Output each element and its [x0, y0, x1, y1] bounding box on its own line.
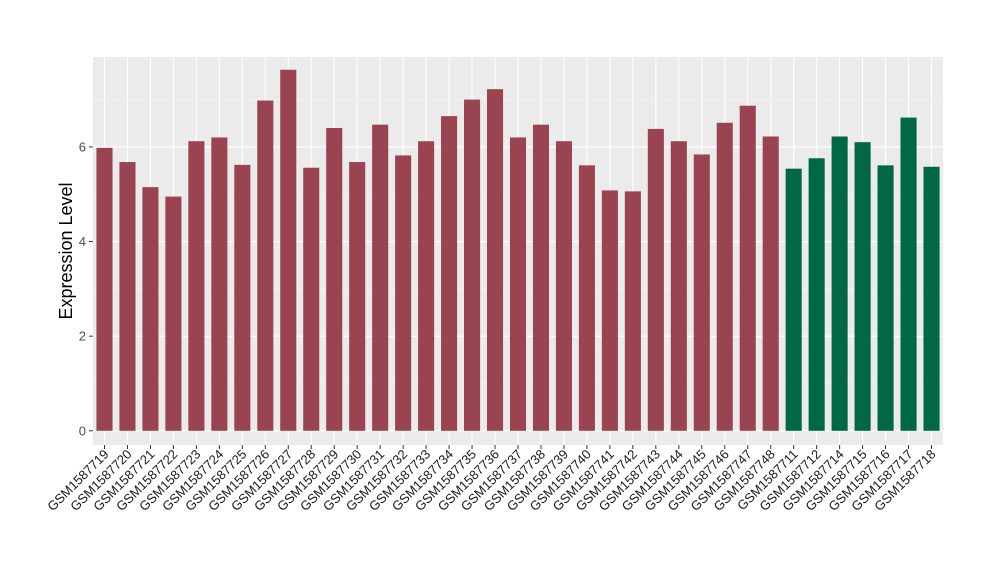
bar-GSM1587732 [395, 155, 412, 431]
x-axis: GSM1587719GSM1587720GSM1587721GSM1587722… [44, 445, 939, 514]
bar-GSM1587741 [601, 190, 618, 431]
bar-GSM1587742 [624, 191, 641, 431]
bar-GSM1587719 [96, 147, 113, 431]
bar-GSM1587747 [739, 105, 756, 431]
y-axis: 0 2 4 6 [79, 139, 93, 438]
bar-GSM1587721 [142, 187, 159, 431]
y-tick-label: 6 [79, 139, 86, 154]
y-axis-title: Expression Level [56, 182, 76, 319]
bar-GSM1587736 [486, 89, 504, 431]
bar-GSM1587734 [441, 116, 458, 431]
bar-GSM1587714 [831, 136, 848, 431]
bar-GSM1587730 [349, 162, 366, 431]
bar-GSM1587735 [464, 99, 481, 431]
bar-GSM1587729 [326, 127, 343, 431]
bar-GSM1587717 [900, 117, 917, 431]
bar-GSM1587718 [923, 166, 940, 431]
y-tick-label: 0 [79, 423, 86, 438]
bar-GSM1587725 [234, 164, 251, 431]
bar-GSM1587733 [418, 141, 435, 431]
bar-GSM1587727 [280, 69, 297, 431]
bars [96, 69, 940, 431]
bar-GSM1587745 [693, 154, 710, 431]
bar-GSM1587724 [211, 137, 228, 431]
bar-GSM1587726 [257, 100, 274, 431]
bar-GSM1587712 [808, 158, 825, 431]
y-tick-label: 4 [79, 234, 86, 249]
bar-GSM1587739 [555, 141, 572, 431]
bar-GSM1587716 [877, 165, 894, 431]
bar-GSM1587731 [372, 124, 389, 431]
bar-GSM1587722 [165, 196, 182, 431]
bar-GSM1587740 [578, 165, 595, 431]
bar-GSM1587737 [509, 137, 527, 431]
y-tick-label: 2 [79, 329, 86, 344]
bar-GSM1587720 [119, 162, 136, 431]
bar-GSM1587748 [762, 136, 779, 431]
bar-GSM1587715 [854, 142, 871, 431]
bar-GSM1587728 [303, 167, 320, 431]
bar-GSM1587738 [532, 124, 550, 431]
bar-GSM1587746 [716, 122, 733, 431]
bar-GSM1587723 [188, 141, 205, 431]
bar-GSM1587743 [647, 128, 664, 431]
bar-GSM1587711 [785, 168, 802, 431]
bar-GSM1587744 [670, 141, 687, 431]
